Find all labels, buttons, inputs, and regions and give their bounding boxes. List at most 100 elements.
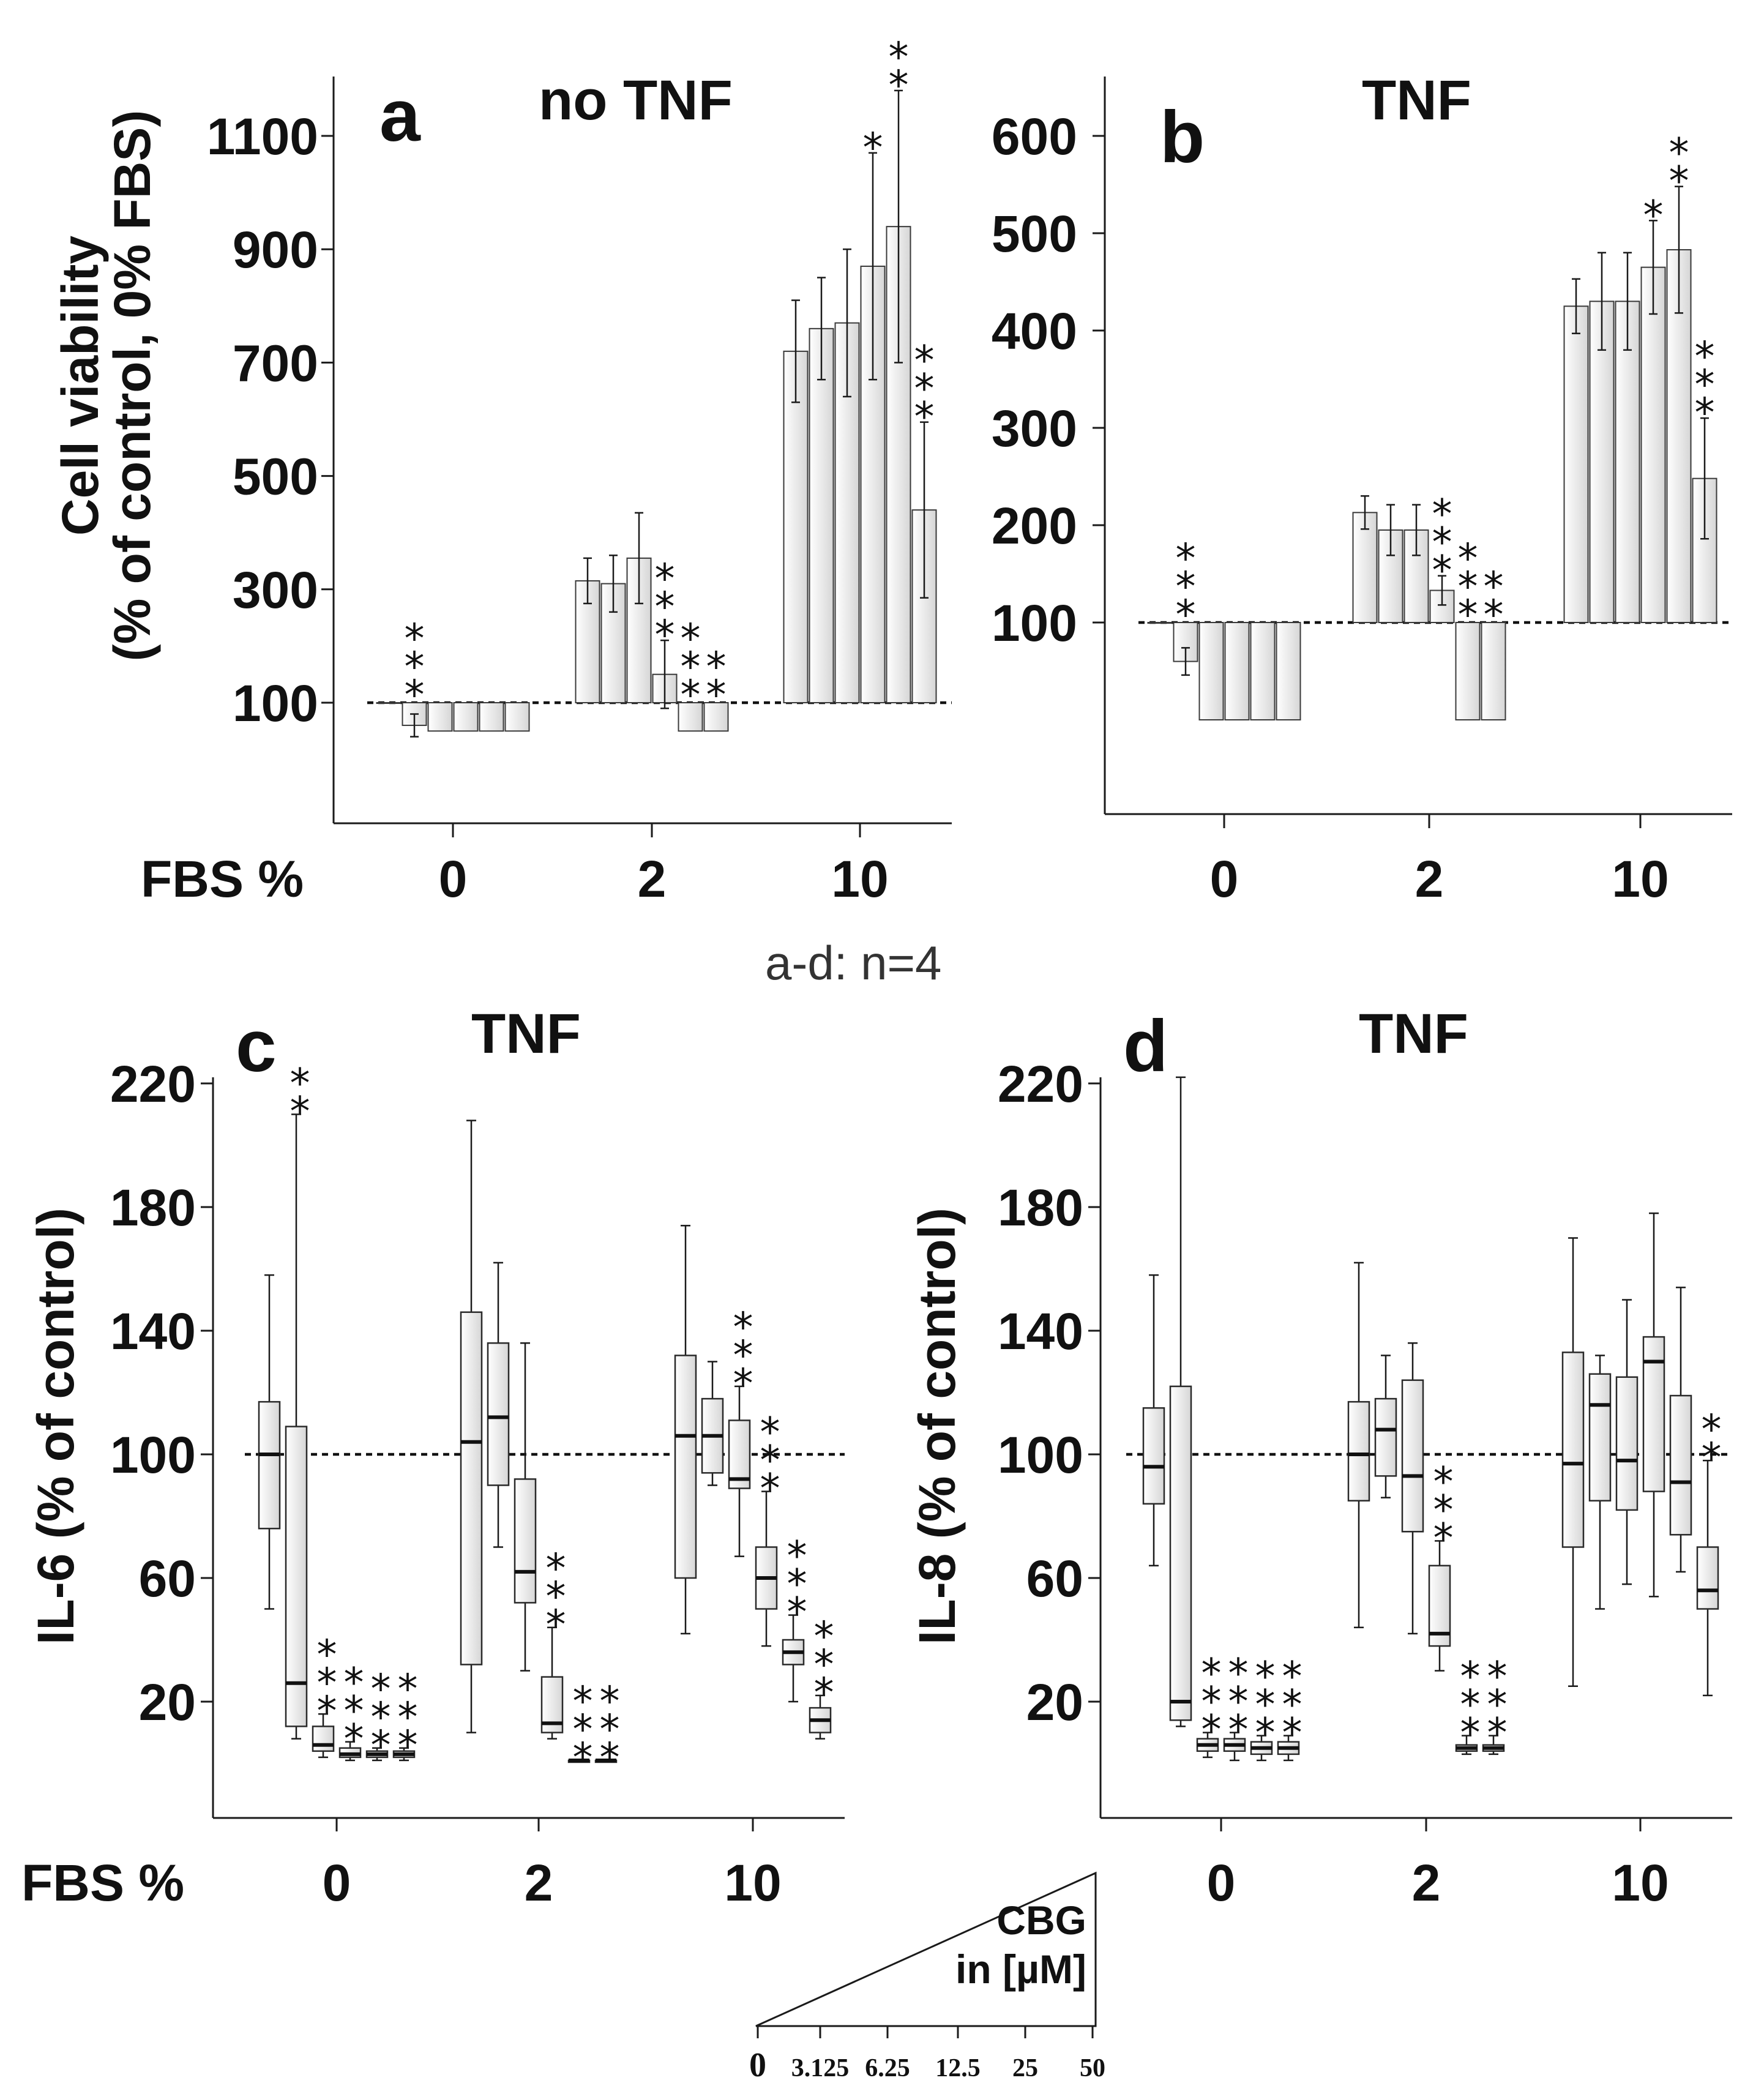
significance-star: * [733, 1332, 753, 1379]
significance-star: * [1176, 591, 1196, 638]
panel-b-letter: b [1160, 96, 1205, 178]
significance-star: * [655, 555, 675, 602]
panel-b-bars [1147, 185, 1717, 720]
significance-star: * [1432, 547, 1452, 594]
significance-star: * [787, 1533, 807, 1580]
panel-d-x-ticks: 0 2 10 [1207, 1818, 1669, 1912]
significance-star: * [1228, 1678, 1249, 1726]
panel-c-boxes [258, 1113, 832, 1763]
significance-star: * [371, 1722, 391, 1769]
significance-star: * [1487, 1653, 1508, 1700]
significance-star: * [787, 1561, 807, 1608]
panel-b-axes [1104, 77, 1732, 815]
significance-star: * [1643, 192, 1664, 239]
box [1561, 1352, 1585, 1548]
bar [1198, 622, 1224, 720]
box [674, 1355, 697, 1579]
x-tick-label: 0 [439, 850, 468, 908]
significance-star: * [1255, 1653, 1276, 1700]
significance-star: * [914, 365, 935, 413]
y-tick-label: 700 [233, 334, 318, 392]
significance-star: * [1460, 1710, 1481, 1757]
significance-star: * [317, 1688, 337, 1735]
bar [703, 702, 729, 732]
significance-star: * [706, 671, 727, 719]
significance-star: * [371, 1694, 391, 1741]
significance-star: * [1695, 333, 1715, 380]
box [460, 1311, 483, 1666]
cbg-label: CBG [996, 1898, 1086, 1943]
box [258, 1400, 281, 1530]
significance-star: * [317, 1659, 337, 1707]
panel-c-title: TNF [471, 1003, 581, 1065]
panel-d-title: TNF [1359, 1003, 1468, 1065]
bar [809, 327, 834, 703]
significance-star: * [814, 1641, 834, 1688]
significance-star: * [1702, 1434, 1722, 1481]
box [487, 1342, 510, 1486]
significance-star: * [760, 1409, 780, 1456]
panel-d-axes [1099, 1077, 1732, 1819]
significance-star: * [1460, 1653, 1481, 1700]
significance-star: * [814, 1613, 834, 1660]
significance-star: * [706, 643, 727, 690]
bar [1250, 622, 1276, 720]
cbg-gradient-triangle [755, 1871, 1097, 2027]
y-tick-label: 400 [992, 302, 1077, 360]
y-tick-label: 300 [992, 400, 1077, 457]
panel-a-significance: *** ************** [405, 34, 935, 719]
significance-star: * [1176, 535, 1196, 582]
significance-star: * [1458, 563, 1478, 610]
bar [1276, 622, 1301, 720]
bar [479, 702, 504, 732]
panel-c-fbs-label: FBS % [21, 1854, 184, 1912]
significance-star: * [681, 643, 701, 690]
box [728, 1419, 751, 1489]
significance-star: * [814, 1669, 834, 1716]
significance-star: * [573, 1734, 593, 1781]
significance-star: * [546, 1545, 566, 1592]
significance-star: * [889, 62, 909, 109]
y-tick-label: 1100 [207, 108, 318, 165]
significance-star: * [760, 1465, 780, 1513]
significance-star: * [914, 394, 935, 441]
significance-star: * [733, 1360, 753, 1407]
bar [427, 702, 453, 732]
y-tick-label: 220 [998, 1055, 1083, 1113]
y-tick-label: 140 [998, 1303, 1083, 1360]
significance-star: * [1228, 1707, 1249, 1754]
significance-star: * [1487, 1710, 1508, 1757]
significance-star: * [546, 1573, 566, 1620]
cbg-tick-label: 6.25 [865, 2054, 910, 2082]
significance-star: * [1228, 1650, 1249, 1697]
panel-c-x-ticks: 0 2 10 [323, 1818, 782, 1912]
significance-star: * [787, 1589, 807, 1636]
y-tick-label: 500 [992, 205, 1077, 263]
significance-star: * [1669, 130, 1689, 177]
y-tick-label: 60 [139, 1550, 196, 1607]
cbg-concentration-ticks: 0 3.125 6.25 12.5 25 50 [749, 2026, 1105, 2084]
panel-b-x-ticks: 0 2 10 [1210, 814, 1669, 908]
significance-star: * [914, 337, 935, 384]
panel-a-ylabel-line1: Cell viability [51, 236, 109, 536]
x-tick-label: 2 [1412, 1854, 1441, 1912]
significance-star: * [1202, 1678, 1222, 1726]
panel-c-significance: *********************************** [290, 1060, 834, 1781]
x-tick-label: 2 [638, 850, 667, 908]
significance-star: * [681, 615, 701, 662]
significance-star: * [1458, 591, 1478, 638]
cbg-tick-label: 12.5 [935, 2054, 981, 2082]
significance-star: * [398, 1694, 418, 1741]
y-tick-label: 600 [992, 108, 1077, 165]
bar [1352, 512, 1378, 624]
panel-b-title: TNF [1362, 69, 1471, 132]
y-tick-label: 20 [1026, 1673, 1083, 1731]
panel-d-significance: *********************** [1202, 1406, 1722, 1756]
panel-b-y-ticks: 100 200 300 400 500 600 [992, 108, 1105, 652]
significance-star: * [1433, 1514, 1454, 1561]
y-tick-label: 180 [110, 1179, 196, 1236]
cbg-tick-label: 50 [1080, 2054, 1105, 2082]
bar [783, 350, 809, 703]
panel-d-boxes [1142, 1076, 1719, 1762]
